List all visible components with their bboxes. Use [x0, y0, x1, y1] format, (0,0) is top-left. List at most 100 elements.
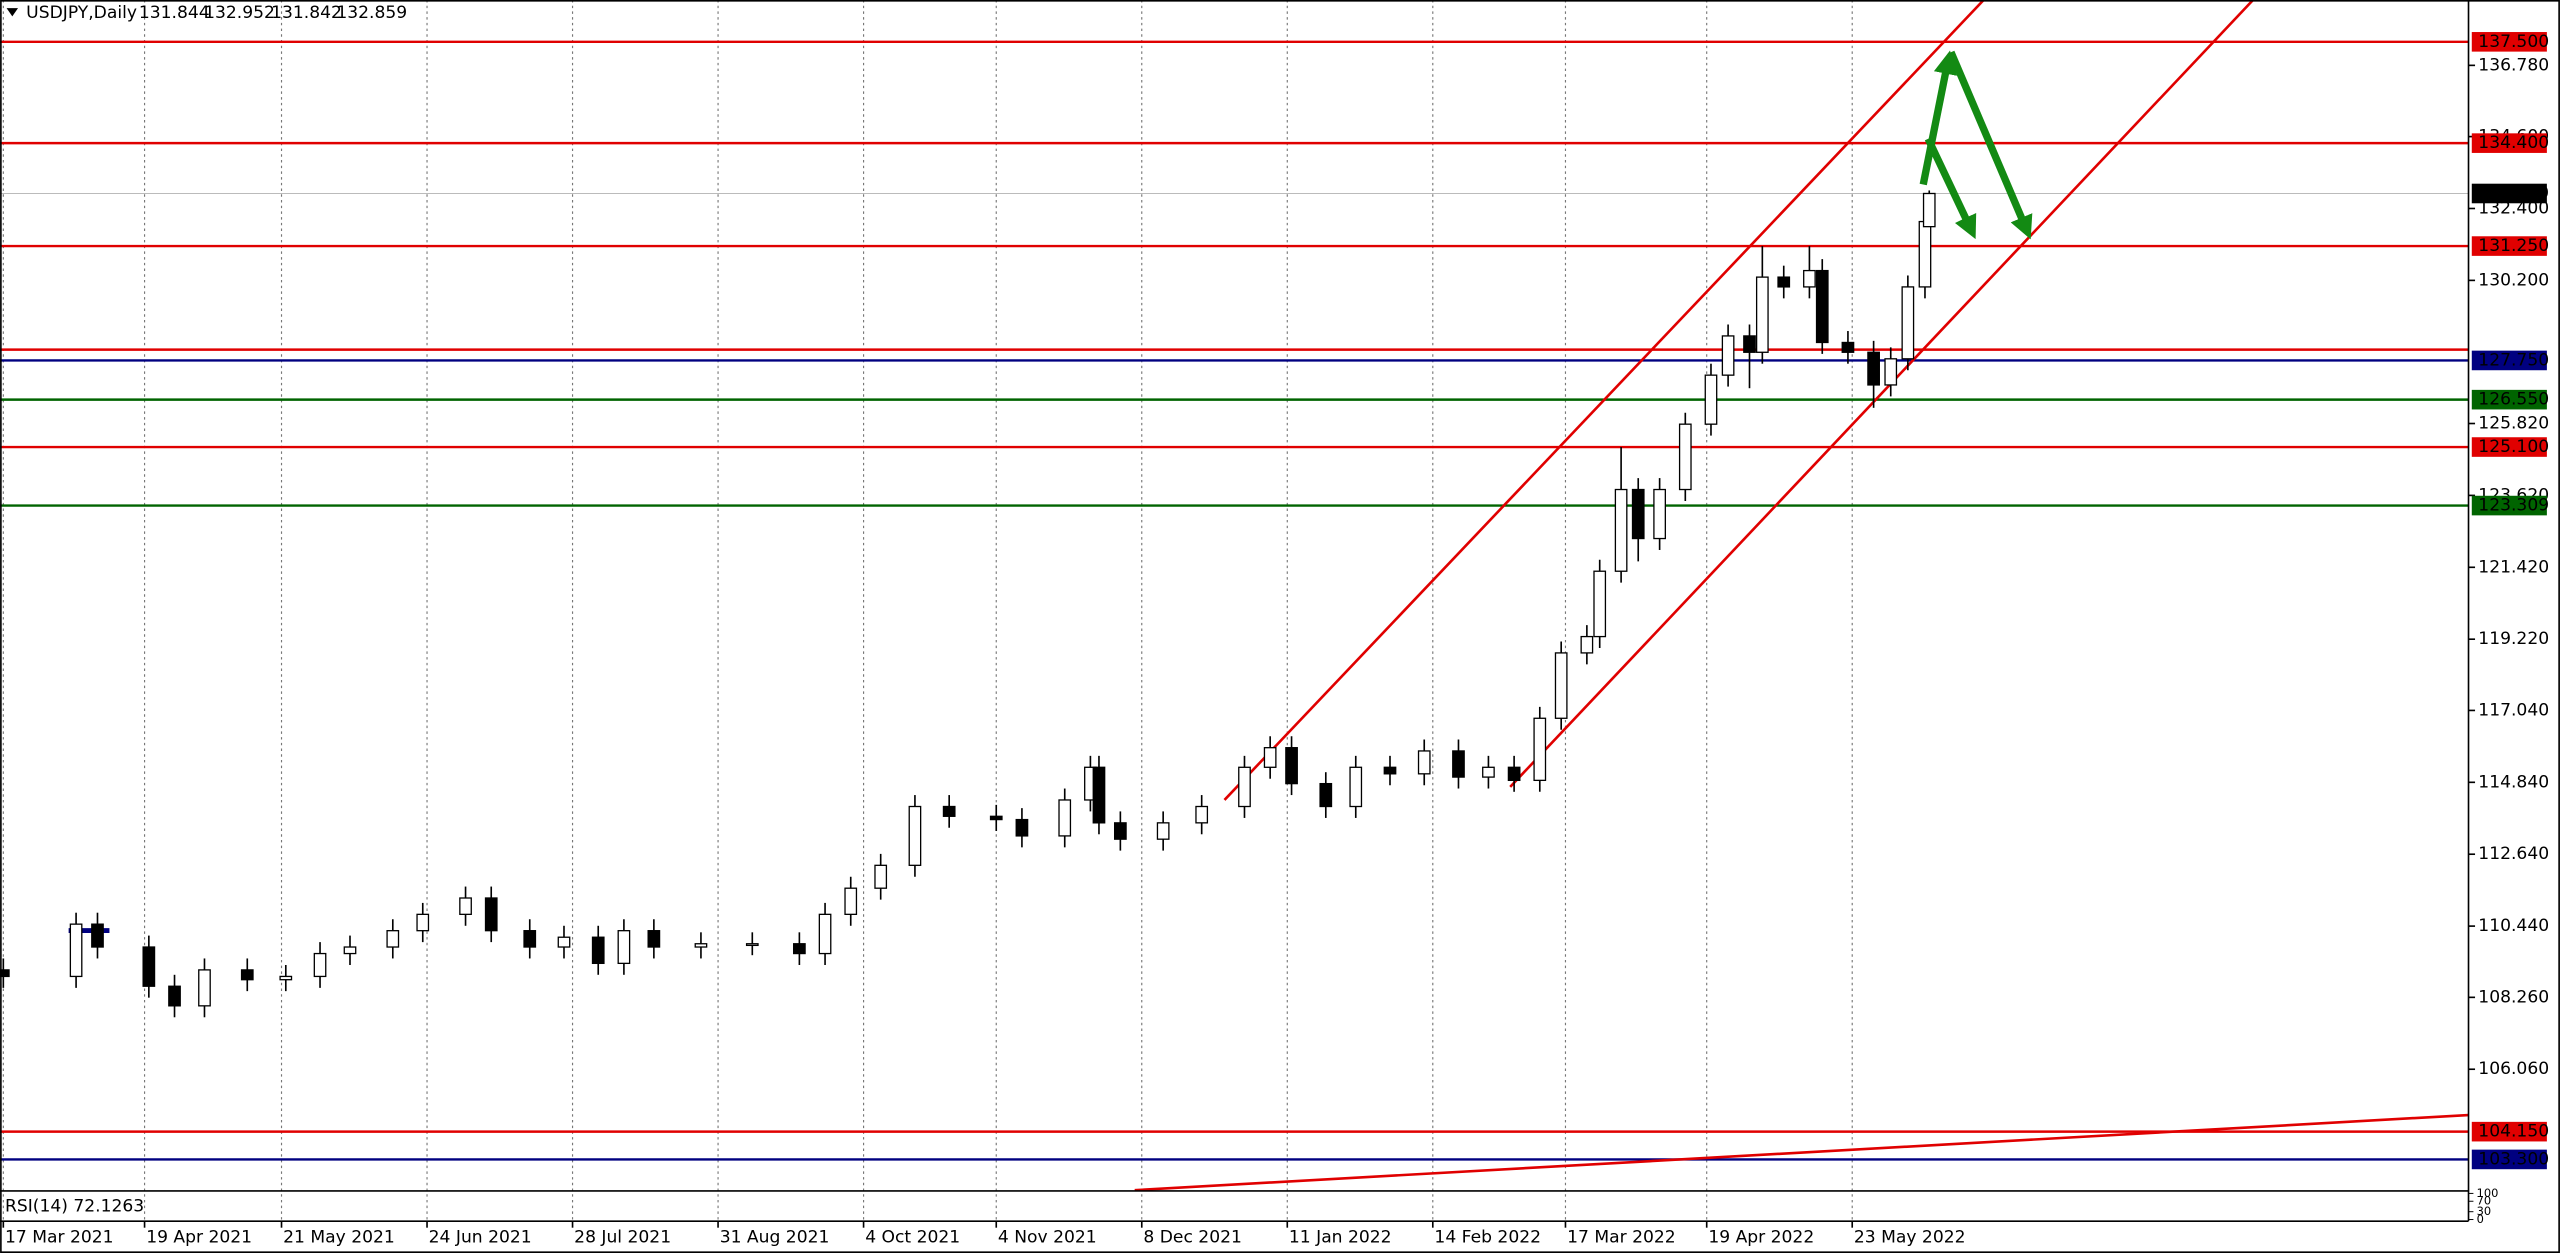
- level-label: 134.400: [2478, 133, 2549, 153]
- candle-body: [1058, 799, 1072, 837]
- x-tick-label: 31 Aug 2021: [720, 1227, 830, 1247]
- candle-body: [1263, 747, 1277, 768]
- level-label-box: [2471, 32, 2547, 52]
- candle-body: [1349, 766, 1363, 808]
- candle-body: [1015, 818, 1029, 837]
- candle-body: [142, 946, 156, 987]
- level-label: 103.300: [2478, 1149, 2549, 1169]
- candle-body: [459, 897, 472, 915]
- candle-body: [1593, 570, 1607, 638]
- rsi-tick-label: 100: [2477, 1186, 2499, 1200]
- candle-body: [1815, 269, 1829, 344]
- candle-body: [591, 936, 605, 965]
- candle-body: [1533, 717, 1547, 782]
- level-label: 104.150: [2478, 1122, 2549, 1142]
- arrow: [1947, 50, 2033, 240]
- price-label-box: [2471, 183, 2547, 204]
- x-tick-label: 28 Jul 2021: [574, 1227, 671, 1247]
- candle-body: [1884, 358, 1898, 386]
- candle-body: [343, 946, 357, 955]
- candle-body: [1092, 766, 1106, 824]
- candle-body: [484, 897, 498, 932]
- candle-body: [386, 930, 400, 948]
- channel-lower: [1509, 0, 2254, 788]
- candle-body: [1482, 766, 1495, 778]
- x-tick-label: 4 Oct 2021: [865, 1227, 960, 1247]
- candle-body: [1285, 747, 1298, 785]
- x-tick-label: 4 Nov 2021: [998, 1227, 1097, 1247]
- level-label: 125.100: [2478, 437, 2549, 457]
- level-label: 131.250: [2478, 236, 2549, 256]
- candle-body: [1721, 335, 1735, 376]
- candle-body: [1580, 635, 1594, 654]
- header-high: 132.952: [204, 3, 275, 23]
- y-tick-label: 112.640: [2478, 844, 2549, 864]
- candle-body: [1755, 276, 1769, 353]
- candle-body: [989, 815, 1003, 821]
- rsi-title: RSI(14) 72.1263: [5, 1196, 144, 1216]
- candle-body: [416, 913, 430, 932]
- candle-body: [1614, 488, 1628, 572]
- candles: [0, 190, 1936, 1018]
- level-label: 123.309: [2478, 496, 2549, 516]
- level-label-box: [2471, 1149, 2547, 1170]
- y-tick-label: 108.260: [2478, 987, 2549, 1007]
- candle-body: [647, 930, 661, 948]
- header: USDJPY,Daily 131.844 132.952 131.842 132…: [6, 3, 407, 23]
- candle-body: [818, 913, 832, 955]
- header-low: 131.842: [271, 3, 342, 23]
- long-trend-line: [1134, 1113, 2469, 1192]
- y-tick-label: 106.060: [2478, 1059, 2549, 1079]
- candle-body: [523, 930, 537, 948]
- candle-body: [313, 952, 327, 978]
- candle-body: [198, 969, 211, 1007]
- candle-body: [1743, 335, 1756, 353]
- x-tick-label: 21 May 2021: [283, 1227, 395, 1247]
- candle-body: [1901, 286, 1915, 360]
- candle-body: [1319, 782, 1333, 808]
- candle-body: [1383, 766, 1397, 775]
- candle-body: [1678, 423, 1692, 491]
- candle-body: [1156, 822, 1170, 840]
- symbol-title: USDJPY,Daily: [26, 3, 137, 23]
- level-label-box: [2471, 1121, 2547, 1142]
- y-tick-label: 125.820: [2478, 414, 2549, 434]
- candle-body: [745, 943, 759, 947]
- x-tick-label: 23 May 2022: [1854, 1227, 1966, 1247]
- x-tick-label: 24 Jun 2021: [429, 1227, 532, 1247]
- candle-body: [1922, 192, 1936, 228]
- x-tick-label: 14 Feb 2022: [1434, 1227, 1541, 1247]
- candle-body: [240, 969, 254, 981]
- y-tick-label: 117.040: [2478, 700, 2549, 720]
- arrow: [1924, 137, 1977, 240]
- candle-body: [1918, 220, 1932, 288]
- candle-body: [1113, 822, 1127, 840]
- y-tick-label: 132.400: [2478, 198, 2549, 218]
- y-tick-label: 119.220: [2478, 629, 2549, 649]
- drawings: [68, 0, 2469, 1192]
- x-tick-label: 11 Jan 2022: [1289, 1227, 1392, 1247]
- candle-body: [1507, 766, 1521, 782]
- rsi-tick-label: 30: [2477, 1204, 2492, 1218]
- candle-body: [1238, 766, 1251, 808]
- header-open: 131.844: [139, 3, 210, 23]
- level-label: 127.750: [2478, 350, 2549, 370]
- y-tick-label: 130.200: [2478, 270, 2549, 290]
- level-label-box: [2471, 350, 2547, 371]
- candle-body: [91, 923, 104, 948]
- candle-body: [1452, 750, 1465, 778]
- rsi-tick-label: 0: [2477, 1212, 2484, 1226]
- level-label-box: [2471, 236, 2547, 256]
- candle-body: [0, 969, 10, 978]
- collapse-triangle: [6, 8, 19, 17]
- candle-body: [617, 930, 631, 965]
- candle-body: [942, 805, 956, 817]
- candle-body: [694, 943, 708, 948]
- candle-body: [1803, 269, 1816, 288]
- level-label-box: [2471, 495, 2547, 516]
- rsi-tick-label: 70: [2477, 1194, 2492, 1208]
